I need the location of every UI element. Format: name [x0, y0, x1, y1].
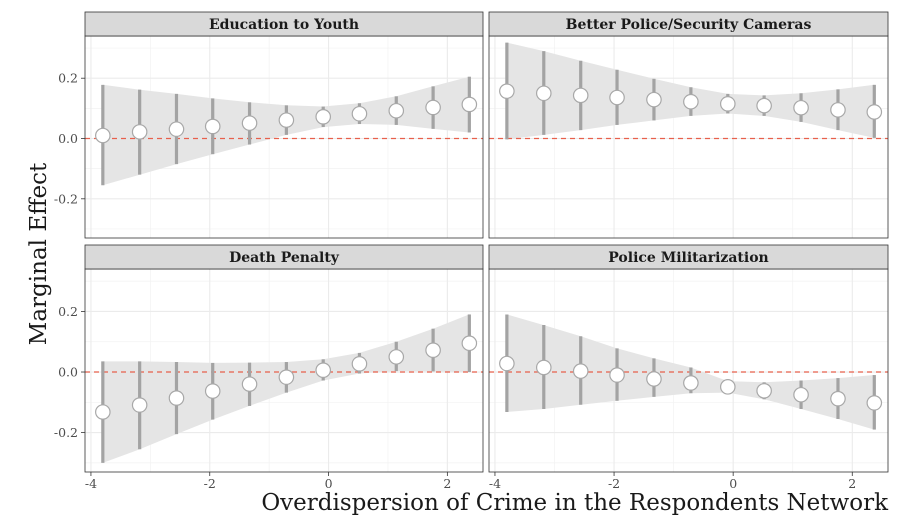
facet-strip — [84, 11, 484, 37]
facet-strip-label: Death Penalty — [229, 250, 340, 266]
estimate-point — [131, 397, 148, 413]
estimate-point — [646, 371, 662, 387]
estimate-point — [720, 379, 736, 395]
y-tick-label: 0.2 — [58, 71, 78, 86]
estimate-point — [609, 367, 625, 383]
x-tick-label: 2 — [443, 476, 451, 491]
estimate-point — [756, 382, 772, 399]
y-tick-label: 0.0 — [58, 365, 78, 380]
facet-strip-label: Police Militarization — [608, 250, 768, 266]
estimate-point — [830, 390, 846, 407]
estimate-point — [278, 369, 295, 385]
estimate-point — [315, 362, 332, 378]
estimate-point — [756, 97, 772, 114]
estimate-point — [535, 85, 552, 102]
x-tick-label: -2 — [204, 476, 216, 491]
estimate-point — [461, 335, 478, 352]
estimate-point — [351, 356, 368, 372]
estimate-point — [572, 363, 589, 379]
x-tick-label: 2 — [848, 476, 856, 491]
x-tick-label: -4 — [85, 476, 97, 491]
estimate-point — [793, 99, 809, 116]
estimate-point — [241, 376, 258, 392]
estimate-point — [95, 127, 111, 144]
estimate-point — [793, 386, 809, 403]
x-tick-label: -2 — [608, 476, 620, 491]
estimate-point — [204, 383, 221, 399]
estimate-point — [425, 342, 441, 358]
facet-panel: Better Police/Security Cameras — [488, 11, 889, 239]
estimate-point — [499, 355, 515, 372]
estimate-point — [609, 89, 625, 106]
estimate-point — [315, 109, 332, 125]
y-tick-label: -0.2 — [54, 191, 78, 206]
estimate-point — [720, 96, 736, 112]
estimate-point — [830, 102, 846, 118]
estimate-point — [425, 99, 441, 116]
estimate-point — [388, 102, 405, 119]
estimate-point — [683, 93, 699, 110]
x-axis-title: Overdispersion of Crime in the Responden… — [261, 490, 889, 516]
y-tick-label: -0.2 — [54, 425, 78, 440]
estimate-point — [646, 91, 662, 108]
x-tick-label: 0 — [325, 476, 333, 491]
estimate-point — [388, 349, 405, 365]
facet-panel: Police Militarization -4 -2 0 2 — [488, 244, 889, 491]
estimate-point — [168, 390, 185, 406]
estimate-point — [351, 105, 368, 122]
estimate-point — [204, 118, 221, 135]
estimate-point — [131, 124, 148, 140]
x-tick-label: -4 — [489, 476, 501, 491]
estimate-point — [95, 404, 111, 420]
estimate-point — [499, 83, 515, 99]
estimate-point — [461, 96, 478, 113]
estimate-point — [278, 112, 295, 128]
y-tick-label: 0.0 — [58, 131, 78, 146]
facet-strip — [488, 244, 889, 270]
facet-strip — [488, 11, 889, 37]
estimate-point — [683, 375, 699, 391]
y-axis-title: Marginal Effect — [26, 162, 52, 345]
facet-strip-label: Better Police/Security Cameras — [566, 17, 812, 33]
y-tick-label: 0.2 — [58, 304, 78, 319]
estimate-point — [168, 121, 185, 137]
facet-panel: Education to Youth -0.2 0.0 0.2 — [54, 11, 484, 239]
facet-strip — [84, 244, 484, 270]
estimate-point — [241, 115, 258, 131]
facet-strip-label: Education to Youth — [209, 17, 359, 33]
estimate-point — [572, 87, 589, 104]
estimate-point — [866, 104, 883, 120]
estimate-point — [866, 395, 883, 411]
estimate-point — [535, 359, 552, 376]
facet-panel: Death Penalty -0.2 0.0 0.2 -4 -2 0 2 — [54, 244, 484, 491]
x-tick-label: 0 — [729, 476, 737, 491]
panels-container: Education to Youth -0.2 0.0 0.2 Better Polic… — [54, 11, 889, 491]
